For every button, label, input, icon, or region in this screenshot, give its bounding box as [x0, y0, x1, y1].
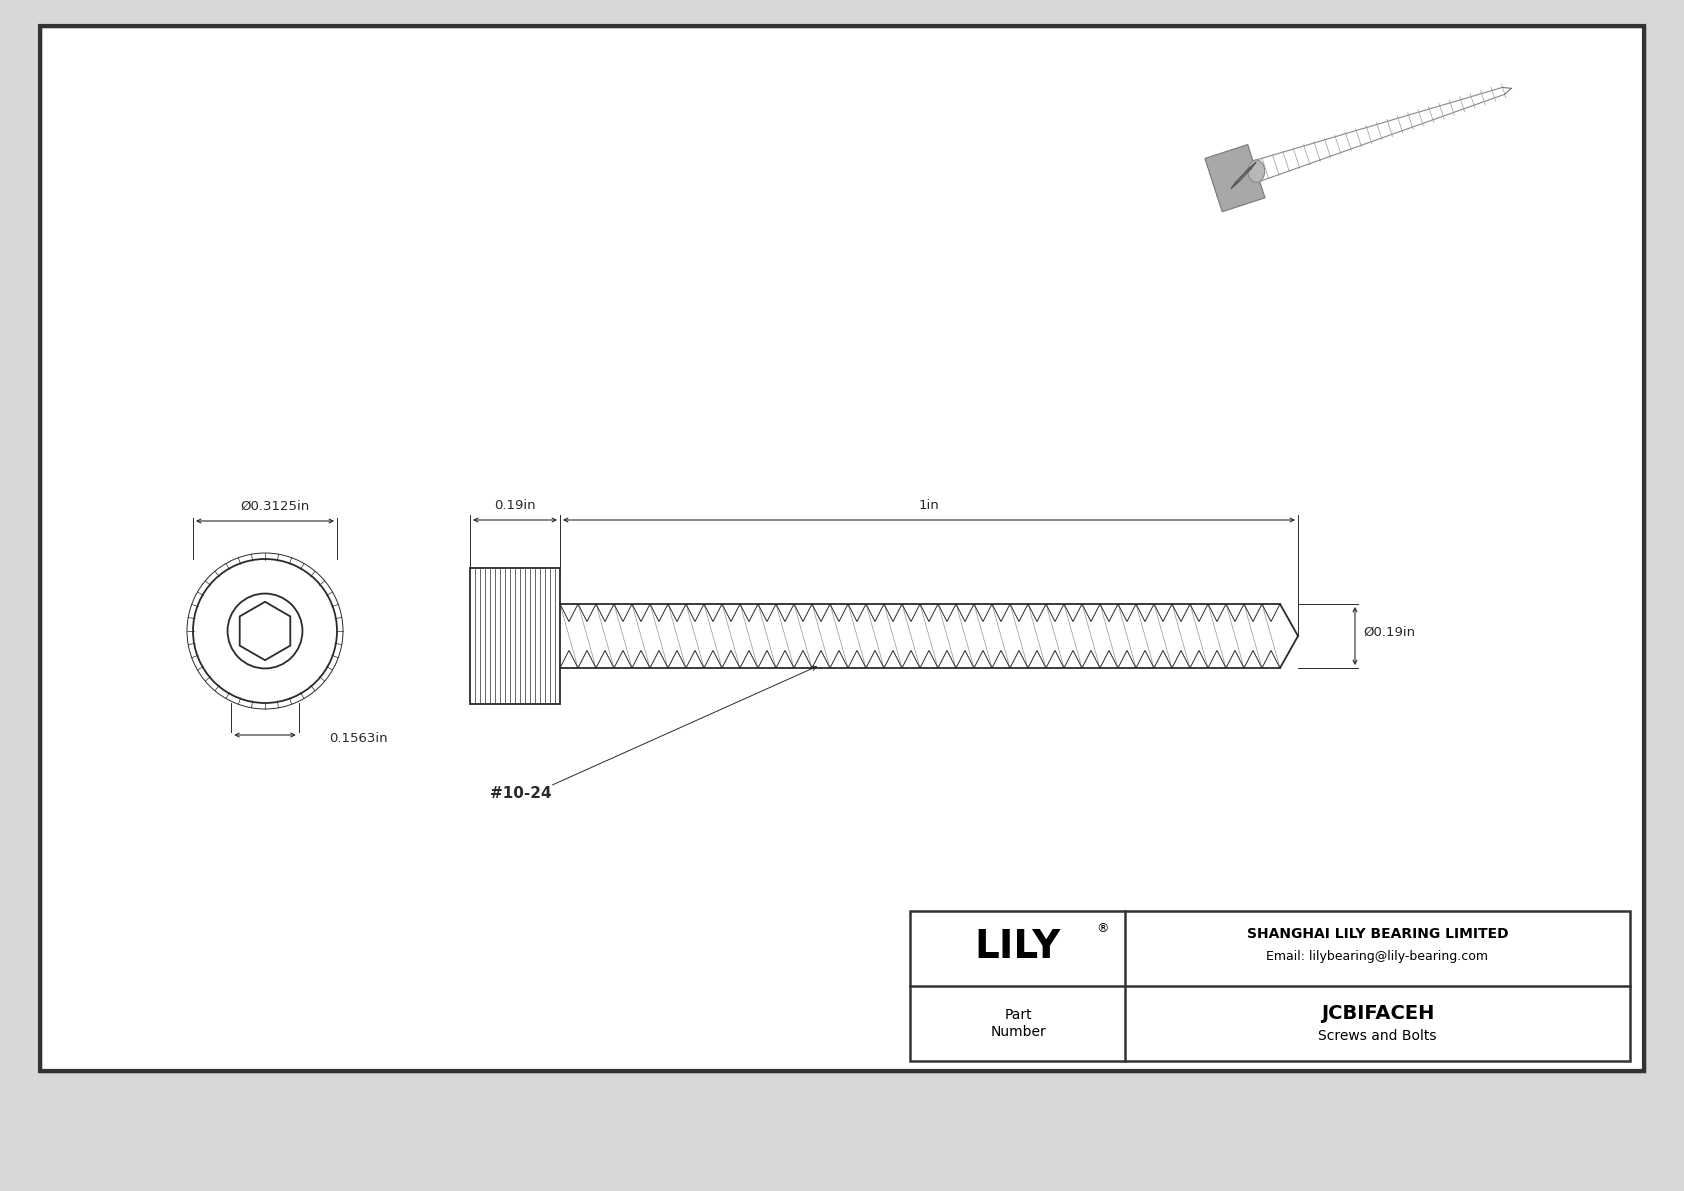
Text: Screws and Bolts: Screws and Bolts — [1319, 1029, 1436, 1042]
Text: Ø0.19in: Ø0.19in — [1362, 625, 1415, 638]
Bar — [40, 26, 1644, 1071]
Text: 0.1563in: 0.1563in — [328, 732, 387, 746]
Text: Ø0.3125in: Ø0.3125in — [241, 500, 310, 513]
Text: Email: lilybearing@lily-bearing.com: Email: lilybearing@lily-bearing.com — [1266, 950, 1489, 964]
Polygon shape — [1206, 144, 1265, 212]
Text: JCBIFACEH: JCBIFACEH — [1320, 1004, 1435, 1023]
Text: 0.19in: 0.19in — [493, 499, 536, 512]
Bar — [40, 26, 1644, 1071]
Text: #10-24: #10-24 — [490, 786, 552, 802]
Bar — [909, 911, 1630, 1061]
Text: 1in: 1in — [919, 499, 940, 512]
Text: Part
Number: Part Number — [990, 1009, 1046, 1039]
Text: LILY: LILY — [975, 928, 1061, 966]
Ellipse shape — [1248, 160, 1265, 182]
Bar — [470, 568, 561, 704]
Text: SHANGHAI LILY BEARING LIMITED: SHANGHAI LILY BEARING LIMITED — [1246, 928, 1509, 942]
Text: ®: ® — [1096, 922, 1110, 935]
